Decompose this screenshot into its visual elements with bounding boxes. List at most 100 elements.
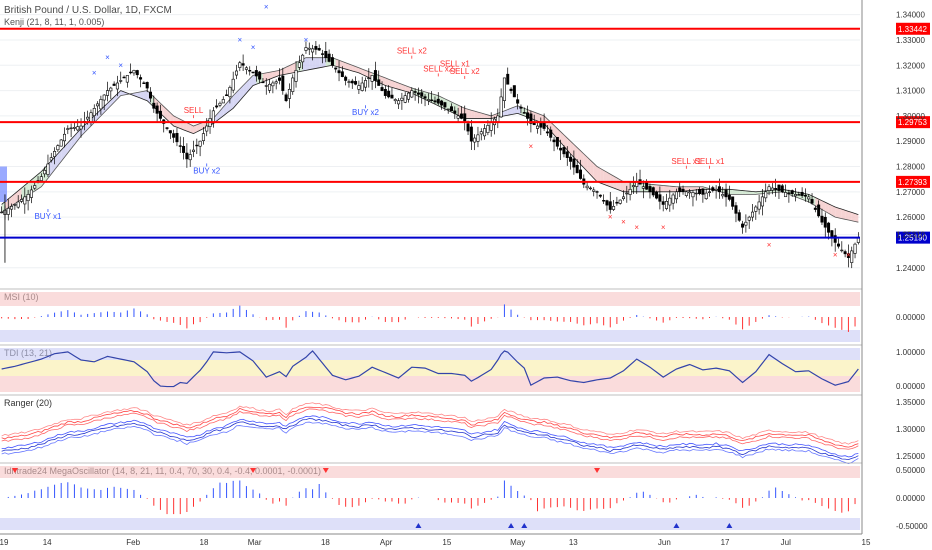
band-segment — [752, 191, 756, 195]
candle-down — [727, 194, 731, 200]
candle-down — [281, 75, 285, 91]
candle-down — [142, 82, 146, 84]
candle-up — [750, 211, 754, 218]
candle-up — [115, 82, 119, 90]
candle-down — [827, 222, 831, 233]
candle-down — [436, 98, 440, 104]
sell-mark: × — [634, 223, 639, 232]
ranger-line — [1, 415, 859, 458]
band-segment — [272, 70, 277, 78]
candle-up — [96, 103, 100, 107]
candle-down — [344, 76, 348, 81]
level-price-label: 1.33442 — [898, 25, 927, 34]
candle-up — [588, 187, 592, 190]
sell-mark: × — [621, 218, 626, 227]
candle-up — [535, 125, 539, 129]
band-segment — [18, 188, 22, 202]
candle-up — [244, 67, 248, 70]
candle-down — [241, 63, 245, 66]
band-segment — [755, 191, 760, 195]
buy-mark: × — [118, 61, 123, 70]
candle-up — [410, 90, 414, 98]
candle-down — [453, 110, 457, 114]
band-segment — [236, 88, 240, 105]
band-segment — [38, 171, 42, 189]
level-price-tag — [896, 22, 930, 35]
band-segment — [339, 60, 343, 69]
price-tick-label: 1.28000 — [896, 163, 925, 172]
candle-up — [476, 134, 480, 142]
band-segment — [382, 76, 386, 86]
candle-up — [691, 192, 695, 198]
band-segment — [167, 109, 171, 123]
candle-up — [764, 191, 768, 199]
band-segment — [471, 110, 475, 119]
candle-up — [664, 201, 668, 209]
band-segment — [365, 70, 369, 78]
candle-up — [16, 201, 20, 208]
candle-down — [572, 158, 576, 168]
candle-up — [502, 77, 506, 101]
candle-up — [274, 81, 278, 84]
band-segment — [692, 186, 697, 191]
sell-mark: × — [846, 251, 851, 260]
candle-up — [347, 81, 351, 83]
band-segment — [835, 207, 839, 218]
candle-down — [149, 91, 153, 99]
candle-down — [225, 94, 229, 96]
candle-up — [618, 199, 622, 204]
band-segment — [623, 181, 627, 192]
candle-down — [817, 204, 821, 217]
candle-up — [238, 62, 242, 68]
candle-down — [416, 92, 420, 95]
level-price-label: 1.27393 — [898, 178, 927, 187]
mega-buy-triangle — [726, 523, 733, 528]
candle-down — [810, 199, 814, 204]
band-segment — [196, 123, 201, 132]
band-segment — [590, 160, 594, 179]
sell-mark: × — [767, 241, 772, 250]
signal-label: SELL x1 — [440, 59, 470, 68]
band-segment — [838, 208, 842, 219]
candle-up — [109, 87, 113, 92]
band-segment — [583, 153, 588, 172]
band-segment — [190, 124, 194, 134]
band-segment — [504, 109, 508, 116]
candle-down — [846, 253, 850, 258]
band-segment — [137, 91, 141, 99]
candle-down — [430, 99, 434, 102]
panel-tick-label: 1.30000 — [896, 425, 925, 434]
band-segment — [534, 112, 538, 121]
mega-upper-zone — [0, 466, 860, 478]
mega-buy-triangle — [508, 523, 515, 528]
horizontal-levels[interactable]: 1.33442 1.29753 1.27393 1.25190 — [0, 22, 930, 244]
candle-up — [264, 85, 268, 87]
candle-down — [383, 88, 387, 96]
band-segment — [183, 120, 187, 132]
band-segment — [279, 68, 283, 76]
band-segment — [216, 110, 220, 121]
candle-up — [287, 89, 291, 99]
candle-down — [565, 151, 569, 158]
band-segment — [249, 75, 254, 90]
candle-up — [631, 185, 635, 188]
candle-down — [645, 181, 649, 190]
band-segment — [640, 183, 644, 192]
band-segment — [266, 72, 270, 81]
candle-up — [33, 185, 37, 189]
candle-down — [337, 70, 341, 74]
candle-down — [843, 251, 847, 255]
candle-down — [284, 94, 288, 102]
candle-up — [23, 196, 27, 205]
candle-up — [628, 188, 632, 195]
time-tick-label: 19 — [0, 538, 9, 547]
candle-down — [790, 190, 794, 195]
candle-down — [651, 187, 655, 196]
candle-up — [674, 191, 678, 200]
panel-tick-label: 0.00000 — [896, 494, 925, 503]
band-segment — [828, 203, 832, 216]
candle-up — [29, 189, 33, 198]
candle-up — [271, 82, 275, 87]
candle-up — [76, 126, 80, 131]
